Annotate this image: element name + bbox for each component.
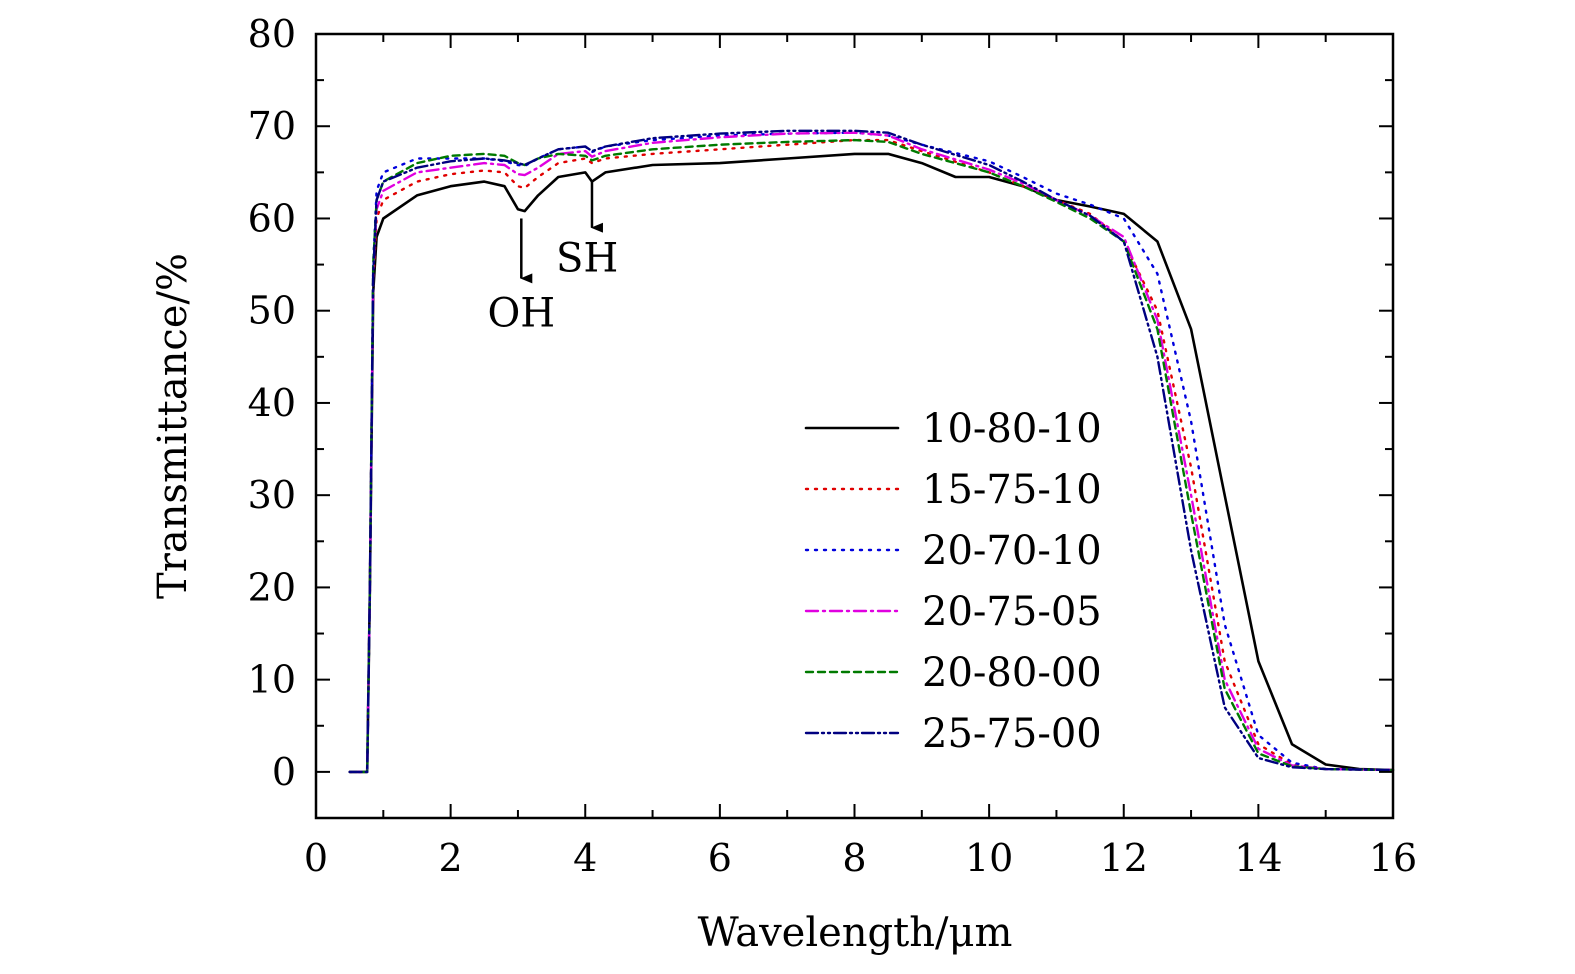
legend-label-10-80-10: 10-80-10	[922, 406, 1102, 452]
axis-ticks	[315, 33, 1394, 818]
legend-label-20-70-10: 20-70-10	[922, 528, 1102, 574]
y-tick-labels: 0 10 20 30 40 50 60 70 80	[248, 12, 296, 794]
x-tick-label: 14	[1234, 836, 1282, 880]
legend-label-15-75-10: 15-75-10	[922, 467, 1102, 513]
x-tick-label: 10	[965, 836, 1013, 880]
series-line-20-75-05	[348, 131, 1395, 774]
sh-annotation-label: SH	[556, 236, 618, 282]
plot-frame	[314, 32, 1395, 820]
y-tick-label: 50	[248, 289, 296, 333]
series-line-10-80-10	[348, 152, 1395, 774]
x-axis-title: Wavelength/μm	[698, 910, 1013, 956]
legend-label-20-75-05: 20-75-05	[922, 589, 1102, 635]
y-tick-label: 70	[248, 104, 296, 148]
x-tick-label: 16	[1369, 836, 1417, 880]
x-tick-label: 0	[304, 836, 328, 880]
x-tick-label: 12	[1100, 836, 1148, 880]
y-tick-label: 80	[248, 12, 296, 56]
legend: 10-80-10 15-75-10 20-70-10 20-75-05 20-8…	[804, 406, 1102, 757]
y-tick-label: 20	[248, 565, 296, 609]
series-line-20-80-00	[348, 138, 1395, 774]
x-tick-label: 2	[439, 836, 463, 880]
legend-label-20-80-00: 20-80-00	[922, 650, 1102, 696]
y-tick-label: 60	[248, 196, 296, 240]
x-tick-label: 6	[708, 836, 732, 880]
series-line-20-70-10	[348, 131, 1395, 774]
series-line-25-75-00	[348, 129, 1395, 774]
x-tick-label: 8	[842, 836, 866, 880]
legend-label-25-75-00: 25-75-00	[922, 711, 1102, 757]
oh-annotation-label: OH	[487, 290, 555, 336]
series-layer	[348, 129, 1395, 774]
annotations: OH SH	[487, 181, 618, 336]
series-line-15-75-10	[348, 138, 1395, 774]
x-tick-label: 4	[573, 836, 597, 880]
y-axis-title: Transmittance/%	[150, 253, 196, 599]
y-tick-label: 0	[272, 750, 296, 794]
x-tick-labels: 0 2 4 6 8 10 12 14 16	[304, 836, 1417, 880]
y-tick-label: 30	[248, 473, 296, 517]
y-tick-label: 40	[248, 381, 296, 425]
y-tick-label: 10	[248, 658, 296, 702]
